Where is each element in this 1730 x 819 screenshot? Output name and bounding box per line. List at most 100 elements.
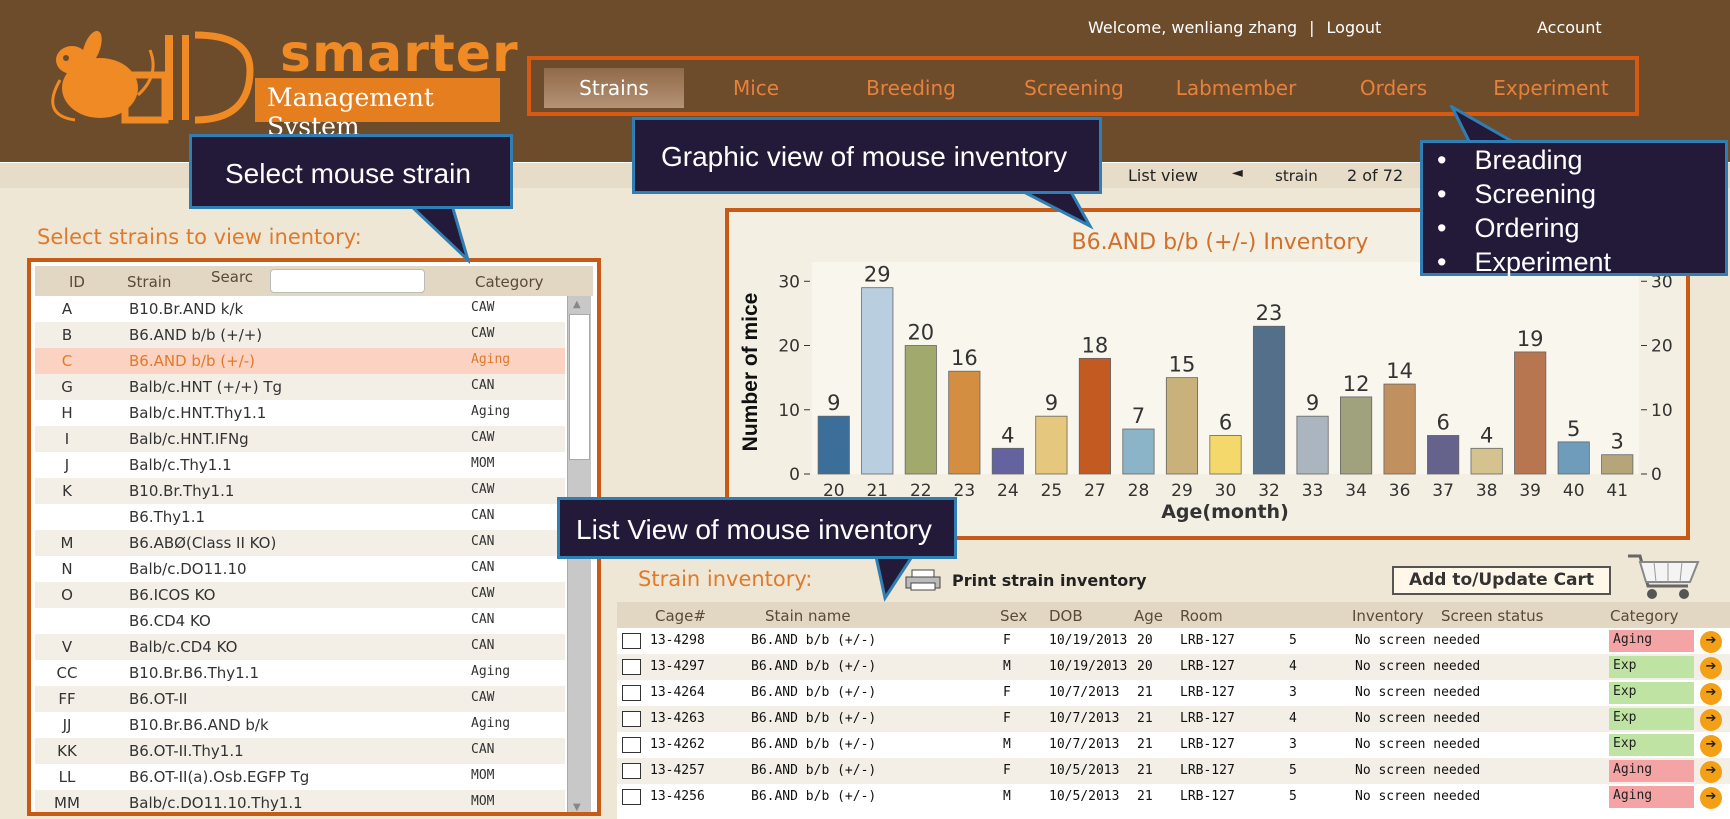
inventory-row[interactable]: 13-4263 B6.AND b/b (+/-) F 10/7/2013 21 LRB-1…: [617, 706, 1730, 732]
add-update-cart-button[interactable]: Add to/Update Cart: [1392, 566, 1611, 595]
strain-row[interactable]: JJ B10.Br.B6.AND b/k Aging: [35, 712, 565, 738]
x-axis-label: Age(month): [1161, 501, 1289, 523]
strain-row[interactable]: C B6.AND b/b (+/-) Aging: [35, 348, 565, 374]
row-checkbox[interactable]: [622, 789, 641, 805]
nav-screening[interactable]: Screening: [1024, 76, 1124, 100]
account-link[interactable]: Account: [1537, 18, 1602, 37]
strain-row[interactable]: B6.Thy1.1 CAN: [35, 504, 565, 530]
nav-strains[interactable]: Strains: [544, 68, 684, 108]
scroll-up-icon[interactable]: ▲: [573, 299, 581, 310]
prev-arrow-icon[interactable]: ◄: [1232, 165, 1243, 181]
strain-name: B6.Thy1.1: [129, 508, 206, 526]
strain-row[interactable]: I Balb/c.HNT.IFNg CAW: [35, 426, 565, 452]
row-checkbox[interactable]: [622, 763, 641, 779]
strain-row[interactable]: V Balb/c.CD4 KO CAN: [35, 634, 565, 660]
row-checkbox[interactable]: [622, 685, 641, 701]
cell-name: B6.AND b/b (+/-): [751, 711, 877, 726]
data-label: 6: [1219, 410, 1232, 434]
data-label: 18: [1082, 333, 1109, 357]
strain-row[interactable]: A B10.Br.AND k/k CAW: [35, 296, 565, 322]
arrow-right-circle-icon[interactable]: ➔: [1700, 683, 1722, 705]
arrow-right-circle-icon[interactable]: ➔: [1700, 709, 1722, 731]
x-tick-label: 38: [1476, 481, 1498, 501]
inventory-row[interactable]: 13-4256 B6.AND b/b (+/-) M 10/5/2013 21 LRB-1…: [617, 784, 1730, 810]
strain-row[interactable]: LL B6.OT-II(a).Osb.EGFP Tg MOM: [35, 764, 565, 790]
strain-name: Balb/c.HNT.IFNg: [129, 430, 249, 448]
bar: [1557, 441, 1590, 475]
arrow-right-circle-icon[interactable]: ➔: [1700, 787, 1722, 809]
strain-category: CAN: [471, 534, 495, 549]
arrow-right-circle-icon[interactable]: ➔: [1700, 761, 1722, 783]
logout-link[interactable]: Logout: [1326, 18, 1382, 37]
strain-row[interactable]: O B6.ICOS KO CAW: [35, 582, 565, 608]
logo[interactable]: smarter Management System: [30, 20, 518, 141]
cell-room: LRB-127: [1180, 711, 1235, 726]
col-room: Room: [1180, 607, 1223, 625]
strain-row[interactable]: M B6.ABØ(Class II KO) CAN: [35, 530, 565, 556]
nav-orders[interactable]: Orders: [1359, 76, 1428, 100]
strain-category: Aging: [471, 352, 511, 367]
inventory-row[interactable]: 13-4297 B6.AND b/b (+/-) M 10/19/2013 20 LRB-…: [617, 654, 1730, 680]
strain-name: B10.Br.B6.Thy1.1: [129, 664, 259, 682]
data-label: 20: [907, 321, 934, 345]
scrollbar-thumb[interactable]: [569, 314, 590, 460]
strain-row[interactable]: N Balb/c.DO11.10 CAN: [35, 556, 565, 582]
list-view-link[interactable]: List view: [1128, 166, 1198, 185]
shopping-cart-icon[interactable]: [1626, 552, 1702, 602]
strain-category: CAN: [471, 560, 495, 575]
strain-row[interactable]: J Balb/c.Thy1.1 MOM: [35, 452, 565, 478]
strain-row[interactable]: CC B10.Br.B6.Thy1.1 Aging: [35, 660, 565, 686]
nav-experiment[interactable]: Experiment: [1493, 76, 1609, 100]
bar: [1296, 415, 1329, 475]
strain-row[interactable]: K B10.Br.Thy1.1 CAW: [35, 478, 565, 504]
scroll-down-icon[interactable]: ▼: [573, 802, 581, 813]
cell-inventory: 3: [1289, 737, 1297, 752]
arrow-right-circle-icon[interactable]: ➔: [1700, 735, 1722, 757]
row-checkbox[interactable]: [622, 633, 641, 649]
strain-row[interactable]: H Balb/c.HNT.Thy1.1 Aging: [35, 400, 565, 426]
strain-name: B6.AND b/b (+/-): [129, 352, 256, 370]
inventory-row[interactable]: 13-4298 B6.AND b/b (+/-) F 10/19/2013 20 LRB-…: [617, 628, 1730, 654]
strain-id: KK: [57, 742, 77, 760]
strain-category: Aging: [471, 716, 511, 731]
x-tick-label: 37: [1432, 481, 1454, 501]
row-checkbox[interactable]: [622, 737, 641, 753]
row-checkbox[interactable]: [622, 659, 641, 675]
welcome-text: Welcome, wenliang zhang: [1088, 18, 1298, 37]
print-inventory-link[interactable]: Print strain inventory: [952, 571, 1147, 590]
strain-search-input[interactable]: [270, 269, 425, 293]
callout-graphic-view: Graphic view of mouse inventory: [632, 117, 1102, 194]
strain-row[interactable]: G Balb/c.HNT (+/+) Tg CAN: [35, 374, 565, 400]
y-tick-label: 0: [789, 465, 800, 485]
arrow-right-circle-icon[interactable]: ➔: [1700, 631, 1722, 653]
bar: [1340, 396, 1373, 475]
inventory-row[interactable]: 13-4257 B6.AND b/b (+/-) F 10/5/2013 21 LRB-1…: [617, 758, 1730, 784]
strain-row[interactable]: FF B6.OT-II CAW: [35, 686, 565, 712]
bar: [1165, 377, 1199, 475]
row-checkbox[interactable]: [622, 711, 641, 727]
main-nav: Strains Mice Breeding Screening Labmembe…: [527, 56, 1639, 116]
arrow-right-circle-icon[interactable]: ➔: [1700, 657, 1722, 679]
strain-category: CAN: [471, 508, 495, 523]
cell-name: B6.AND b/b (+/-): [751, 789, 877, 804]
printer-icon[interactable]: [905, 569, 941, 591]
strain-row[interactable]: MM Balb/c.DO11.10.Thy1.1 MOM: [35, 790, 565, 812]
inventory-row[interactable]: 13-4264 B6.AND b/b (+/-) F 10/7/2013 21 LRB-1…: [617, 680, 1730, 706]
y-tick-label-right: 10: [1651, 401, 1673, 421]
nav-labmember[interactable]: Labmember: [1175, 76, 1297, 100]
cell-dob: 10/7/2013: [1049, 711, 1120, 726]
callout-features: • Breading • Screening • Ordering • Experime…: [1420, 140, 1728, 277]
strain-row[interactable]: B B6.AND b/b (+/+) CAW: [35, 322, 565, 348]
strain-name: Balb/c.DO11.10.Thy1.1: [129, 794, 303, 812]
inventory-table: Cage# Stain name Sex DOB Age Room Invent…: [617, 602, 1730, 819]
strain-panel-title: Select strains to view inentory:: [37, 225, 362, 249]
strain-name: B6.ICOS KO: [129, 586, 216, 604]
strain-name: Balb/c.Thy1.1: [129, 456, 232, 474]
nav-breeding[interactable]: Breeding: [866, 76, 956, 100]
inventory-row[interactable]: 13-4262 B6.AND b/b (+/-) M 10/7/2013 21 LRB-1…: [617, 732, 1730, 758]
strain-row[interactable]: KK B6.OT-II.Thy1.1 CAN: [35, 738, 565, 764]
cell-cage: 13-4264: [650, 685, 705, 700]
nav-mice[interactable]: Mice: [732, 76, 780, 100]
strain-category: CAN: [471, 612, 495, 627]
strain-row[interactable]: B6.CD4 KO CAN: [35, 608, 565, 634]
